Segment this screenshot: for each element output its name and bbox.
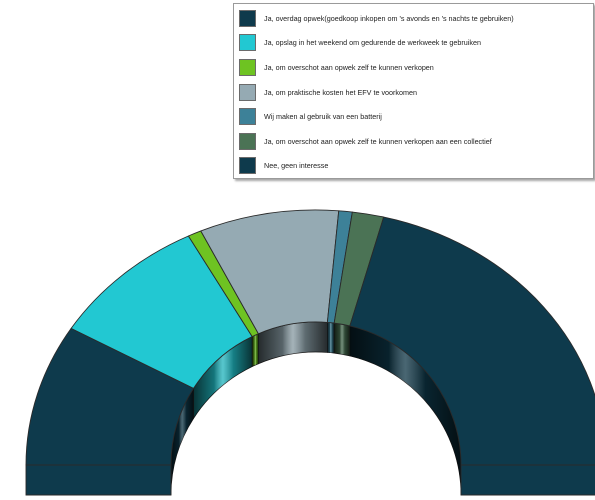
donut-front-face-left: [25, 464, 172, 496]
legend-item: Ja, overdag opwek(goedkoop inkopen om 's…: [239, 8, 593, 29]
legend-label: Ja, opslag in het weekend om gedurende d…: [264, 38, 481, 48]
legend-swatch: [239, 132, 256, 150]
legend-swatch: [239, 108, 256, 126]
donut-inner-wall-shade: [349, 325, 461, 495]
legend-label: Ja, om overschot aan opwek zelf te kunne…: [264, 63, 434, 73]
legend-swatch: [239, 34, 256, 52]
legend-swatch: [239, 9, 256, 27]
donut-inner-wall-shade: [258, 321, 328, 364]
donut-inner-wall-shade: [327, 322, 335, 354]
legend-label: Ja, overdag opwek(goedkoop inkopen om 's…: [264, 13, 514, 23]
legend-swatch: [239, 59, 256, 77]
legend-label: Ja, om overschot aan opwek zelf te kunne…: [264, 136, 492, 146]
donut-inner-wall-shade: [334, 323, 350, 356]
legend-item: Ja, om overschot aan opwek zelf te kunne…: [239, 131, 593, 152]
donut-top-faces: [25, 209, 595, 466]
donut-front-faces: [25, 464, 595, 496]
legend-label: Wij maken al gebruik van een batterij: [264, 112, 382, 122]
legend-label: Nee, geen interesse: [264, 161, 329, 171]
donut-slice: [349, 216, 595, 466]
legend-item: Ja, om praktische kosten het EFV te voor…: [239, 82, 593, 103]
legend-swatch: [239, 157, 256, 175]
legend-label: Ja, om praktische kosten het EFV te voor…: [264, 87, 418, 97]
legend-swatch: [239, 83, 256, 101]
donut-inner-wall-shade: [252, 333, 259, 367]
donut-inner-wall-shade: [193, 336, 253, 419]
legend-item: Ja, opslag in het weekend om gedurende d…: [239, 33, 593, 54]
donut-inner-wall-shade: [171, 388, 194, 495]
legend-item: Ja, om overschot aan opwek zelf te kunne…: [239, 57, 593, 78]
legend-item: Nee, geen interesse: [239, 156, 593, 177]
donut-front-face-right: [460, 464, 595, 496]
legend-item: Wij maken al gebruik van een batterij: [239, 106, 593, 127]
chart-legend: Ja, overdag opwek(goedkoop inkopen om 's…: [233, 3, 594, 179]
